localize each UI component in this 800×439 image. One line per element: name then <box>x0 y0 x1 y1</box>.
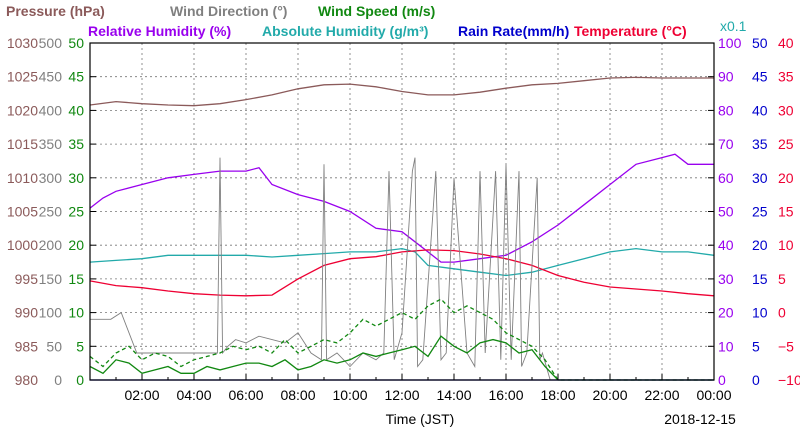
y-tick-label-rain-rate: 5 <box>752 338 760 354</box>
y-tick-label-wind-direction: 150 <box>39 271 63 287</box>
y-tick-label-humidity: 10 <box>718 338 734 354</box>
x-tick-label: 16:00 <box>488 387 523 403</box>
series-line-wind-direction <box>90 157 714 381</box>
y-tick-label-rain-rate: 45 <box>752 69 768 85</box>
legend-item: Pressure (hPa) <box>6 3 105 19</box>
y-tick-label-pressure: 1025 <box>7 69 38 85</box>
y-tick-label-wind-speed: 15 <box>68 271 84 287</box>
y-tick-label-wind-direction: 0 <box>54 372 62 388</box>
y-tick-label-wind-direction: 250 <box>39 204 63 220</box>
y-tick-label-wind-speed: 0 <box>76 372 84 388</box>
y-tick-label-humidity: 80 <box>718 102 734 118</box>
y-tick-label-rain-rate: 50 <box>752 35 768 51</box>
grid <box>90 43 714 380</box>
y-tick-label-wind-speed: 10 <box>68 305 84 321</box>
y-tick-label-humidity: 20 <box>718 305 734 321</box>
y-tick-label-wind-speed: 20 <box>68 237 84 253</box>
y-tick-label-humidity: 70 <box>718 136 734 152</box>
y-tick-label-rain-rate: 20 <box>752 237 768 253</box>
series-line-wind-speed-m-s <box>89 335 714 381</box>
y-tick-label-pressure: 1020 <box>7 102 38 118</box>
x-tick-label: 10:00 <box>332 387 367 403</box>
y-tick-label-wind-direction: 450 <box>39 69 63 85</box>
y-tick-label-pressure: 1005 <box>7 204 38 220</box>
axes-layer: 1030102510201015101010051000995990985980… <box>7 35 800 403</box>
scale-note: x0.1 <box>720 18 747 34</box>
x-tick-label: 06:00 <box>228 387 263 403</box>
series-line-absolute-humidity-g-m <box>89 247 715 277</box>
y-tick-label-wind-speed: 45 <box>68 69 84 85</box>
y-tick-label-temperature: −5 <box>778 338 794 354</box>
series-line-temperature-c <box>89 249 715 297</box>
y-tick-label-wind-speed: 5 <box>76 338 84 354</box>
x-tick-label: 02:00 <box>124 387 159 403</box>
date-label: 2018-12-15 <box>664 411 736 427</box>
legend-item: Wind Direction (°) <box>170 3 287 19</box>
series-line-pressure-hpa <box>89 76 714 107</box>
y-tick-label-wind-speed: 30 <box>68 170 84 186</box>
y-tick-label-rain-rate: 0 <box>752 372 760 388</box>
y-tick-label-wind-direction: 500 <box>39 35 63 51</box>
y-tick-label-temperature: −10 <box>778 372 800 388</box>
x-tick-label: 08:00 <box>280 387 315 403</box>
y-tick-label-temperature: 5 <box>778 271 786 287</box>
y-tick-label-pressure: 980 <box>15 372 39 388</box>
y-tick-label-wind-direction: 50 <box>46 338 62 354</box>
legend-item: Wind Speed (m/s) <box>318 3 435 19</box>
y-tick-label-wind-direction: 350 <box>39 136 63 152</box>
y-tick-label-rain-rate: 35 <box>752 136 768 152</box>
x-tick-label: 22:00 <box>644 387 679 403</box>
y-tick-label-rain-rate: 10 <box>752 305 768 321</box>
x-tick-label: 14:00 <box>436 387 471 403</box>
x-tick-label: 18:00 <box>540 387 575 403</box>
y-tick-label-wind-speed: 35 <box>68 136 84 152</box>
y-tick-label-temperature: 0 <box>778 305 786 321</box>
y-tick-label-temperature: 10 <box>778 237 794 253</box>
y-tick-label-temperature: 40 <box>778 35 794 51</box>
y-tick-label-wind-direction: 300 <box>39 170 63 186</box>
y-tick-label-wind-direction: 400 <box>39 102 63 118</box>
series-line-wind-speed-gust-m-s <box>89 298 714 381</box>
y-tick-label-humidity: 60 <box>718 170 734 186</box>
y-tick-label-wind-direction: 100 <box>39 305 63 321</box>
y-tick-label-wind-direction: 200 <box>39 237 63 253</box>
y-tick-label-rain-rate: 15 <box>752 271 768 287</box>
x-tick-label: 04:00 <box>176 387 211 403</box>
y-tick-label-humidity: 30 <box>718 271 734 287</box>
y-tick-label-humidity: 50 <box>718 204 734 220</box>
y-tick-label-rain-rate: 30 <box>752 170 768 186</box>
y-tick-label-humidity: 40 <box>718 237 734 253</box>
y-tick-label-humidity: 90 <box>718 69 734 85</box>
y-tick-label-rain-rate: 25 <box>752 204 768 220</box>
y-tick-label-temperature: 35 <box>778 69 794 85</box>
legend-layer: Pressure (hPa) Wind Direction (°) Wind Spe… <box>6 3 747 39</box>
y-tick-label-temperature: 25 <box>778 136 794 152</box>
y-tick-label-humidity: 0 <box>718 372 726 388</box>
legend-item: Absolute Humidity (g/m³) <box>262 23 428 39</box>
y-tick-label-wind-speed: 40 <box>68 102 84 118</box>
legend-item: Relative Humidity (%) <box>88 23 231 39</box>
x-tick-label: 00:00 <box>696 387 731 403</box>
legend-item: Temperature (°C) <box>574 23 687 39</box>
y-tick-label-temperature: 30 <box>778 102 794 118</box>
legend-item: Rain Rate(mm/h) <box>458 23 569 39</box>
y-tick-label-rain-rate: 40 <box>752 102 768 118</box>
x-tick-label: 20:00 <box>592 387 627 403</box>
y-tick-label-pressure: 1015 <box>7 136 38 152</box>
y-tick-label-wind-speed: 50 <box>68 35 84 51</box>
y-tick-label-temperature: 20 <box>778 170 794 186</box>
y-tick-label-pressure: 1010 <box>7 170 38 186</box>
y-tick-label-humidity: 100 <box>718 35 742 51</box>
y-tick-label-pressure: 990 <box>15 305 39 321</box>
y-tick-label-pressure: 985 <box>15 338 39 354</box>
y-tick-label-pressure: 995 <box>15 271 39 287</box>
x-tick-label: 12:00 <box>384 387 419 403</box>
y-tick-label-pressure: 1000 <box>7 237 38 253</box>
x-axis-label: Time (JST) <box>386 411 455 427</box>
y-tick-label-temperature: 15 <box>778 204 794 220</box>
y-tick-label-wind-speed: 25 <box>68 204 84 220</box>
y-tick-label-pressure: 1030 <box>7 35 38 51</box>
